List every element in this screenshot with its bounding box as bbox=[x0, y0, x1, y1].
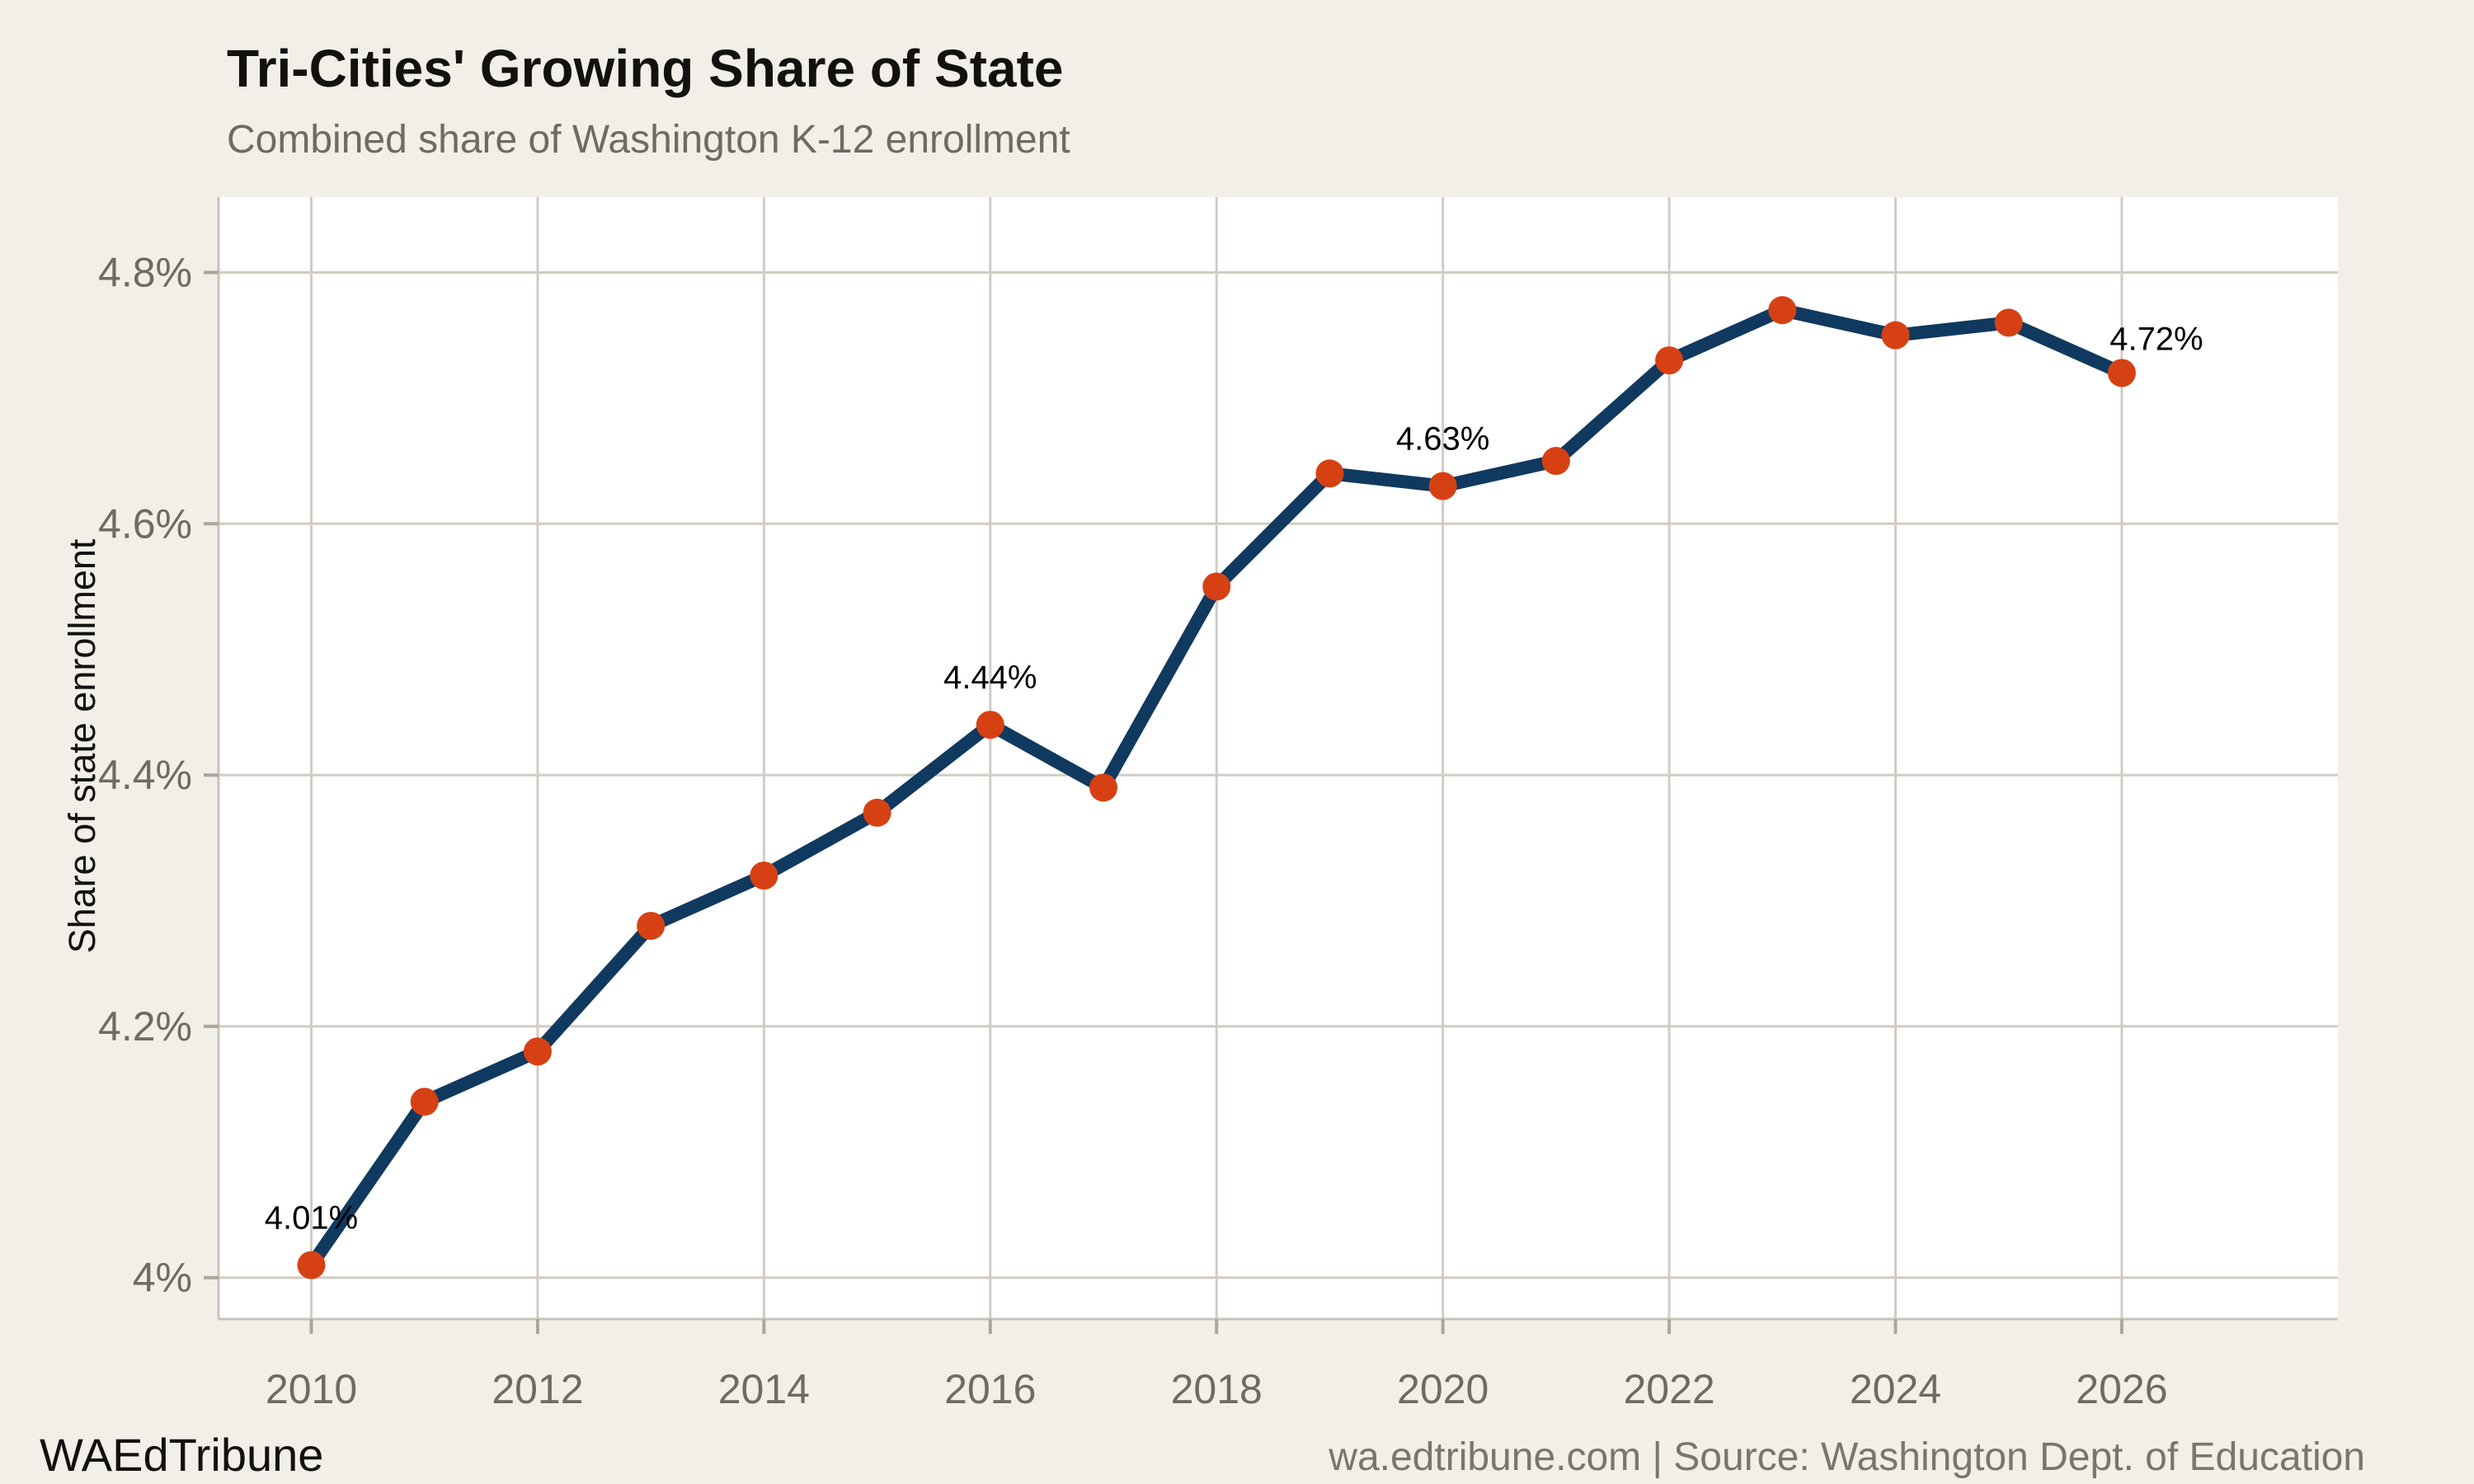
x-tick-label: 2010 bbox=[266, 1366, 357, 1412]
x-tick-label: 2026 bbox=[2076, 1366, 2167, 1412]
data-point bbox=[1428, 472, 1457, 500]
data-label: 4.72% bbox=[2109, 321, 2203, 357]
data-point bbox=[297, 1251, 326, 1280]
x-tick-label: 2020 bbox=[1397, 1366, 1489, 1412]
x-tick-label: 2022 bbox=[1623, 1366, 1714, 1412]
x-tick-label: 2018 bbox=[1171, 1366, 1263, 1412]
data-point bbox=[2107, 359, 2136, 387]
data-point bbox=[1541, 447, 1570, 476]
x-tick-label: 2012 bbox=[492, 1366, 583, 1412]
y-tick-label: 4.8% bbox=[98, 249, 192, 295]
x-tick-label: 2016 bbox=[944, 1366, 1036, 1412]
data-point bbox=[1881, 321, 1910, 350]
chart-title: Tri-Cities' Growing Share of State bbox=[227, 39, 1064, 98]
x-tick-label: 2024 bbox=[1850, 1366, 1941, 1412]
data-point bbox=[1768, 296, 1797, 325]
source-footer: wa.edtribune.com | Source: Washington De… bbox=[1329, 1435, 2365, 1479]
chart-subtitle: Combined share of Washington K-12 enroll… bbox=[227, 118, 1070, 162]
y-tick-label: 4.6% bbox=[98, 500, 192, 547]
y-tick-label: 4% bbox=[133, 1255, 192, 1301]
brand-footer: WAEdTribune bbox=[40, 1429, 324, 1481]
y-tick-label: 4.2% bbox=[98, 1003, 192, 1050]
data-point bbox=[1315, 459, 1344, 488]
data-point bbox=[410, 1087, 439, 1116]
plot-panel bbox=[219, 197, 2338, 1319]
data-point bbox=[976, 711, 1004, 740]
data-point bbox=[750, 862, 778, 890]
data-point bbox=[1202, 572, 1231, 601]
data-point bbox=[863, 798, 891, 827]
data-point bbox=[523, 1037, 552, 1066]
data-point bbox=[1089, 773, 1118, 802]
data-label: 4.63% bbox=[1396, 421, 1489, 458]
data-point bbox=[1655, 346, 1684, 375]
data-point bbox=[1994, 308, 2023, 337]
data-label: 4.01% bbox=[265, 1200, 358, 1236]
data-point bbox=[637, 911, 666, 940]
y-tick-label: 4.4% bbox=[98, 752, 192, 798]
data-label: 4.44% bbox=[943, 660, 1037, 696]
x-tick-label: 2014 bbox=[718, 1366, 810, 1412]
